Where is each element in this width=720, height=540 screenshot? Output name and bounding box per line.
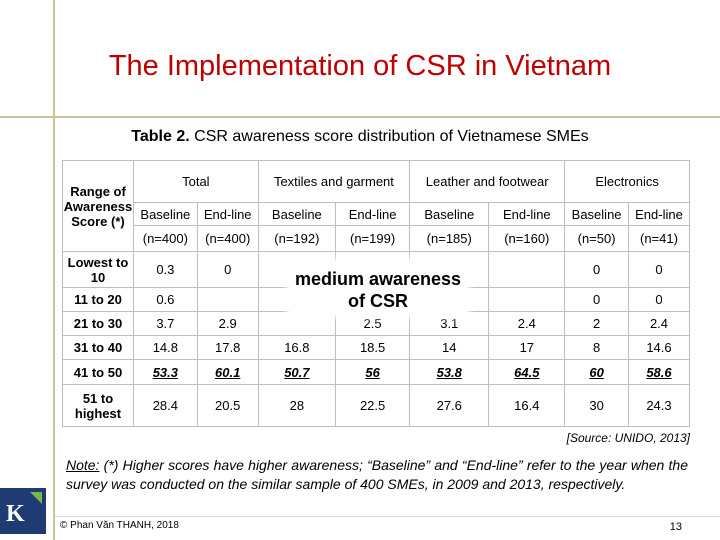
cell: 2.4 [488, 311, 566, 336]
table-row: 41 to 50 53.3 60.1 50.7 56 53.8 64.5 60 … [62, 359, 691, 385]
subheader: End-line [335, 202, 411, 226]
cell: 14.8 [133, 335, 198, 360]
caption-text: CSR awareness score distribution of Viet… [189, 128, 589, 145]
row-label: 21 to 30 [62, 311, 134, 336]
footer-rule [55, 516, 720, 517]
highlight-cell: 60.1 [196, 359, 259, 385]
cell: 3.7 [133, 311, 198, 336]
caption-label: Table 2. [131, 128, 190, 145]
note-text: (*) Higher scores have higher awareness;… [66, 457, 688, 492]
cell: 3.1 [409, 311, 490, 336]
row-label: 31 to 40 [62, 335, 134, 360]
copyright-footer: © Phan Văn THANH, 2018 [60, 520, 179, 531]
subheader: End-line [196, 202, 259, 226]
footnote: Note: (*) Higher scores have higher awar… [66, 456, 688, 494]
cell [488, 287, 566, 312]
subheader: Baseline [133, 202, 198, 226]
cell: 24.3 [627, 384, 691, 427]
cell: 2.4 [627, 311, 691, 336]
subheader: Baseline [257, 202, 337, 226]
cell: 0 [564, 287, 629, 312]
logo-letter: K [6, 501, 25, 527]
sample-size: (n=185) [409, 225, 490, 252]
cell: 0 [627, 251, 691, 288]
awareness-table: Range of Awareness Score (*) Total Texti… [62, 160, 691, 427]
highlight-cell: 50.7 [257, 359, 337, 385]
table-row: 21 to 30 3.7 2.9 2.5 3.1 2.4 2 2.4 [62, 311, 691, 336]
subheader: End-line [627, 202, 691, 226]
callout-box: medium awareness of CSR [290, 262, 466, 314]
sample-size: (n=160) [488, 225, 566, 252]
sample-size: (n=199) [335, 225, 411, 252]
table-row: 31 to 40 14.8 17.8 16.8 18.5 14 17 8 14.… [62, 335, 691, 360]
cell: 28 [257, 384, 337, 427]
table-row: 51 to highest 28.4 20.5 28 22.5 27.6 16.… [62, 384, 691, 427]
cell: 22.5 [335, 384, 411, 427]
source-citation: [Source: UNIDO, 2013] [566, 431, 690, 445]
row-label: 11 to 20 [62, 287, 134, 312]
vertical-rule [53, 0, 55, 540]
subheader: Baseline [564, 202, 629, 226]
highlight-cell: 60 [564, 359, 629, 385]
cell: 2.5 [335, 311, 411, 336]
highlight-cell: 58.6 [627, 359, 691, 385]
sample-size: (n=192) [257, 225, 337, 252]
table-caption: Table 2. CSR awareness score distributio… [0, 128, 720, 146]
cell: 20.5 [196, 384, 259, 427]
callout-line-1: medium awareness [294, 269, 462, 289]
sample-size: (n=400) [196, 225, 259, 252]
highlight-cell: 64.5 [488, 359, 566, 385]
cell: 0.3 [133, 251, 198, 288]
cell: 0.6 [133, 287, 198, 312]
cell: 0 [196, 251, 259, 288]
cell [257, 311, 337, 336]
cell: 27.6 [409, 384, 490, 427]
horizontal-rule [0, 116, 720, 118]
cell: 18.5 [335, 335, 411, 360]
cell: 16.8 [257, 335, 337, 360]
cell: 17.8 [196, 335, 259, 360]
subheader: Baseline [409, 202, 490, 226]
highlight-cell: 53.8 [409, 359, 490, 385]
slide-title: The Implementation of CSR in Vietnam [108, 50, 612, 82]
row-label: Lowest to 10 [62, 251, 134, 288]
cell: 28.4 [133, 384, 198, 427]
cell: 0 [564, 251, 629, 288]
cell: 17 [488, 335, 566, 360]
subheader: End-line [488, 202, 566, 226]
note-label: Note: [66, 457, 100, 473]
row-header: Range of Awareness Score (*) [62, 160, 134, 252]
logo-icon: K [0, 488, 46, 534]
cell [488, 251, 566, 288]
page-number: 13 [669, 521, 682, 533]
cell: 0 [627, 287, 691, 312]
cell: 2 [564, 311, 629, 336]
callout-line-2: of CSR [348, 291, 408, 311]
cell: 8 [564, 335, 629, 360]
row-label: 41 to 50 [62, 359, 134, 385]
cell: 14 [409, 335, 490, 360]
sample-size: (n=41) [627, 225, 691, 252]
cell: 30 [564, 384, 629, 427]
highlight-cell: 53.3 [133, 359, 198, 385]
row-label: 51 to highest [62, 384, 134, 427]
cell: 16.4 [488, 384, 566, 427]
sample-size: (n=50) [564, 225, 629, 252]
group-electronics: Electronics [564, 160, 690, 203]
cell: 14.6 [627, 335, 691, 360]
group-textiles: Textiles and garment [257, 160, 411, 203]
highlight-cell: 56 [335, 359, 411, 385]
sample-size: (n=400) [133, 225, 198, 252]
group-total: Total [133, 160, 259, 203]
cell [196, 287, 259, 312]
group-leather: Leather and footwear [409, 160, 566, 203]
cell: 2.9 [196, 311, 259, 336]
